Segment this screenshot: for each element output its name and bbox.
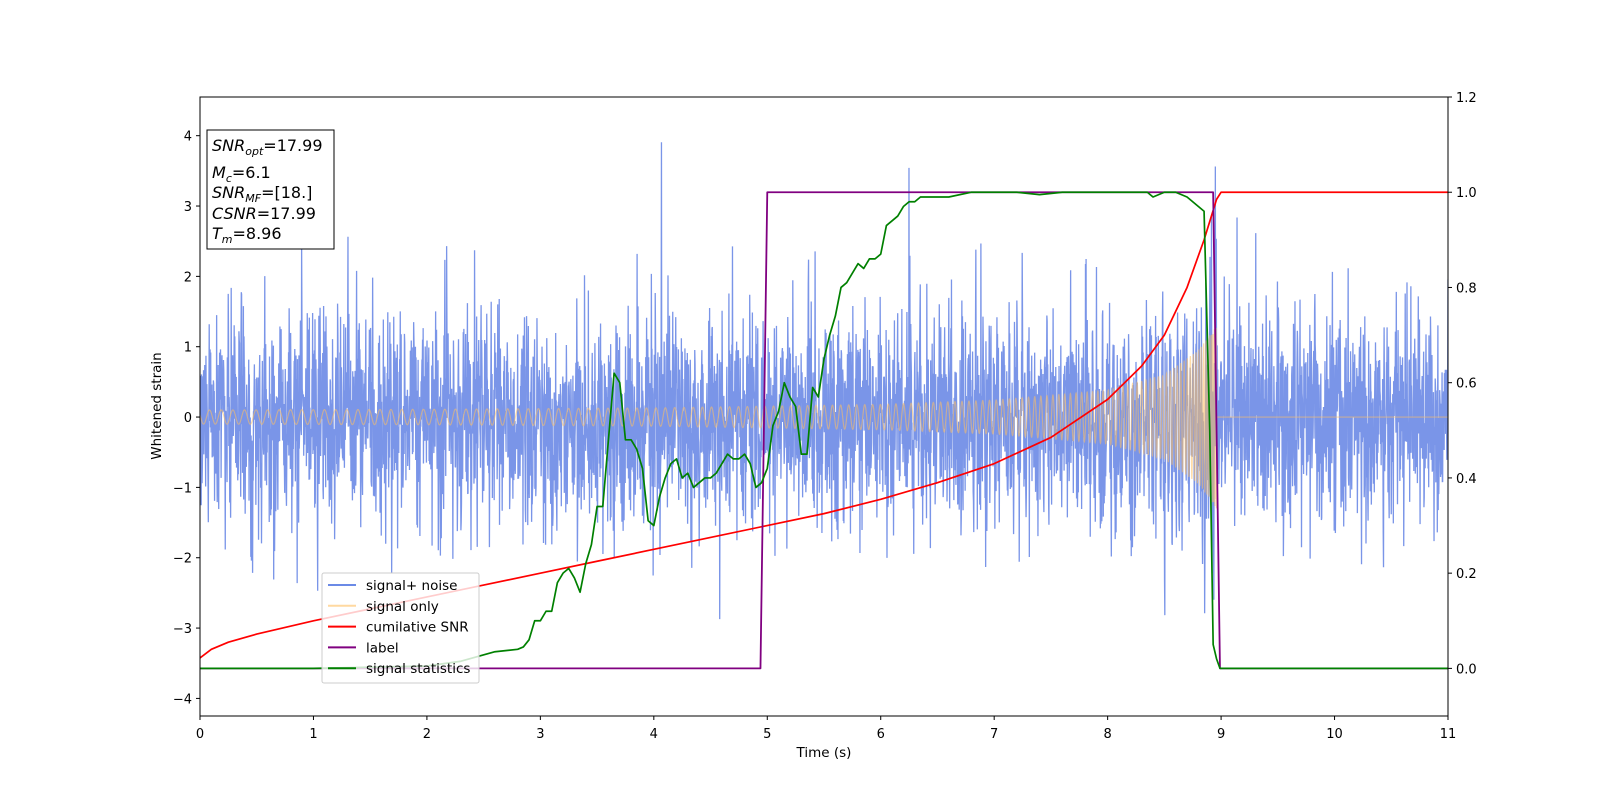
annotation-line: Mc=6.1 bbox=[212, 163, 271, 185]
annotation-symbol: SNR bbox=[212, 183, 245, 202]
x-tick-label: 11 bbox=[1440, 727, 1457, 742]
annotation-line: SNRMF=[18.] bbox=[212, 183, 312, 205]
x-tick-label: 1 bbox=[309, 727, 317, 742]
x-tick-label: 3 bbox=[536, 727, 544, 742]
y-axis-title: Whitened strain bbox=[149, 352, 165, 459]
x-tick-label: 4 bbox=[650, 727, 658, 742]
annotation-value: =6.1 bbox=[232, 163, 271, 182]
y-tick-label-left: 4 bbox=[184, 130, 192, 145]
x-tick-label: 8 bbox=[1103, 727, 1111, 742]
x-tick-label: 7 bbox=[990, 727, 998, 742]
x-tick-label: 0 bbox=[196, 727, 204, 742]
annotation-symbol: M bbox=[212, 163, 226, 182]
annotation-line: CSNR=17.99 bbox=[212, 204, 316, 223]
y-tick-label-right: 0.4 bbox=[1456, 472, 1477, 487]
legend: signal+ noise signal only cumilative SNR la… bbox=[321, 572, 480, 684]
annotation-subscript: m bbox=[222, 233, 233, 246]
annotation-box: SNRopt=17.99Mc=6.1SNRMF=[18.]CSNR=17.99T… bbox=[206, 129, 335, 250]
annotation-frame bbox=[206, 129, 335, 250]
y-tick-label-left: −2 bbox=[173, 552, 192, 567]
annotation-symbol: CSNR bbox=[212, 204, 257, 223]
annotation-value: =[18.] bbox=[261, 183, 312, 202]
legend-frame bbox=[321, 572, 480, 684]
series-line-signal-plus-noise bbox=[200, 142, 1448, 620]
legend-label: signal statistics bbox=[366, 661, 470, 677]
y-tick-label-right: 0.0 bbox=[1456, 662, 1477, 677]
annotation-value: =17.99 bbox=[257, 204, 316, 223]
y-tick-label-right: 1.0 bbox=[1456, 186, 1477, 201]
annotation-value: =8.96 bbox=[233, 224, 282, 243]
y-tick-label-left: 1 bbox=[184, 341, 192, 356]
y-tick-label-left: −1 bbox=[173, 481, 192, 496]
annotation-subscript: c bbox=[226, 172, 232, 185]
annotation-symbol: SNR bbox=[212, 136, 245, 155]
x-tick-label: 9 bbox=[1217, 727, 1225, 742]
annotation-subscript: opt bbox=[245, 145, 264, 158]
y-tick-label-right: 1.2 bbox=[1456, 91, 1477, 106]
x-tick-label: 10 bbox=[1326, 727, 1343, 742]
legend-label: signal+ noise bbox=[366, 578, 457, 594]
y-tick-label-right: 0.6 bbox=[1456, 377, 1477, 392]
annotation-symbol: T bbox=[212, 224, 223, 243]
y-tick-label-left: 3 bbox=[184, 200, 192, 215]
y-tick-label-left: −4 bbox=[173, 692, 192, 707]
y-tick-label-left: −3 bbox=[173, 622, 192, 637]
y-tick-label-right: 0.8 bbox=[1456, 281, 1477, 296]
legend-label: cumilative SNR bbox=[366, 620, 469, 636]
annotation-line: Tm=8.96 bbox=[212, 224, 282, 246]
y-tick-label-left: 2 bbox=[184, 270, 192, 285]
series-line-signal-statistics bbox=[200, 191, 1448, 670]
y-tick-label-right: 0.2 bbox=[1456, 567, 1477, 582]
x-tick-label: 6 bbox=[877, 727, 885, 742]
annotation-subscript: MF bbox=[245, 192, 261, 205]
series-layer bbox=[200, 142, 1448, 670]
series-line-signal-only bbox=[200, 327, 1448, 509]
plot-frame bbox=[199, 96, 1449, 717]
x-tick-label: 5 bbox=[763, 727, 771, 742]
x-axis-title: Time (s) bbox=[796, 745, 852, 761]
annotation-line: SNRopt=17.99 bbox=[212, 136, 323, 158]
x-tick-label: 2 bbox=[423, 727, 431, 742]
annotation-value: =17.99 bbox=[263, 136, 322, 155]
axes-layer: 0 1 2 3 4 5 6 7 8 9 10 11 −4 −3 −2 −1 0 1 2 3 4 0.0 0.2 0.4 0.6 0… bbox=[173, 91, 1477, 742]
legend-label: signal only bbox=[366, 599, 439, 615]
y-tick-label-left: 0 bbox=[184, 411, 192, 426]
legend-label: label bbox=[366, 640, 399, 656]
